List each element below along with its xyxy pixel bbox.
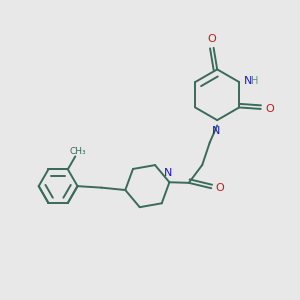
Text: N: N [164,168,172,178]
Text: N: N [244,76,252,86]
Text: O: O [215,183,224,193]
Text: O: O [208,34,217,44]
Text: N: N [212,125,220,136]
Text: H: H [250,76,258,86]
Text: CH₃: CH₃ [70,147,86,156]
Text: O: O [265,104,274,114]
